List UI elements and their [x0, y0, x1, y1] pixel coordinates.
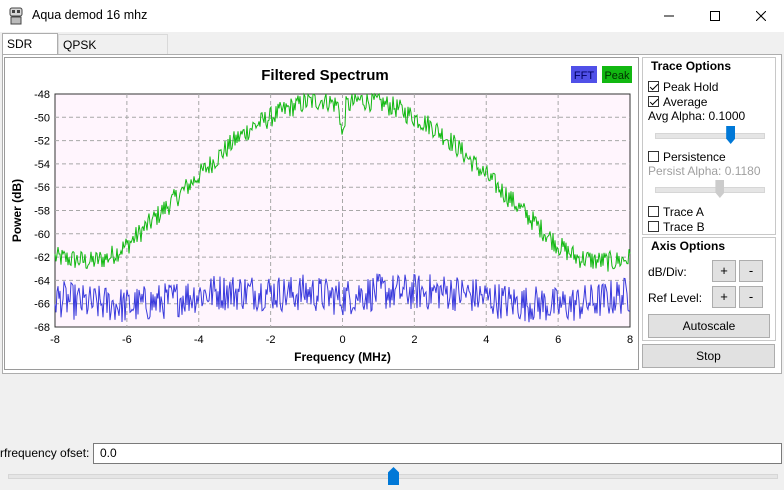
x-tick-label: 0: [339, 334, 345, 346]
x-tick-label: 8: [627, 334, 633, 346]
series-line-fft: [54, 273, 631, 323]
y-tick-label: -60: [34, 229, 50, 241]
legend-swatch-peak: [602, 66, 632, 83]
y-tick-label: -56: [34, 182, 50, 194]
minimize-button[interactable]: [646, 0, 692, 32]
persistence-checkbox[interactable]: Persistence: [648, 149, 726, 164]
axis-options-title: Axis Options: [651, 239, 726, 253]
spectrum-plot[interactable]: -8 -6 -4 -2 0 2 4 6 8 -48 -50 -52 -54 -56 -58 -60 -62 -64…: [4, 57, 639, 370]
frequency-offset-input[interactable]: 0.0: [93, 443, 782, 464]
series-line-peak: [54, 92, 631, 272]
legend-swatch-fft: [571, 66, 597, 83]
peak-hold-checkbox[interactable]: Peak Hold: [648, 79, 718, 94]
tab-qpsk-constellation[interactable]: QPSK Constellation: [58, 34, 168, 72]
trace-options-title: Trace Options: [651, 59, 732, 73]
y-tick-label: -54: [34, 159, 50, 171]
x-tick-label: 4: [483, 334, 489, 346]
ticks-layer: -8 -6 -4 -2 0 2 4 6 8 -48 -50 -52 -54 -56 -58 -60 -62 -64…: [34, 89, 633, 346]
average-check-icon: [648, 96, 659, 107]
maximize-icon: [710, 11, 720, 21]
legend-label-peak: Peak: [604, 70, 630, 82]
y-tick-label: -68: [34, 322, 50, 334]
average-label: Average: [663, 94, 708, 109]
legend-label-fft: FFT: [574, 70, 594, 82]
spectrum-chart: -8 -6 -4 -2 0 2 4 6 8 -48 -50 -52 -54 -56 -58 -60 -62 -64…: [10, 66, 633, 364]
title-bar: Aqua demod 16 mhz: [0, 0, 784, 32]
persist-alpha-slider-thumb[interactable]: [715, 180, 725, 198]
chart-legend: FFT Peak: [571, 66, 632, 83]
frequency-offset-slider-thumb[interactable]: [388, 467, 399, 485]
frequency-offset-label: rfrequency ofset:: [0, 446, 90, 460]
avg-alpha-slider-thumb[interactable]: [726, 126, 736, 144]
ref-level-plus-button[interactable]: +: [712, 286, 736, 308]
persistence-check-icon: [648, 151, 659, 162]
trace-b-check-icon: [648, 221, 659, 232]
ref-level-label: Ref Level:: [648, 291, 703, 305]
y-tick-label: -48: [34, 89, 50, 101]
y-tick-label: -58: [34, 206, 50, 218]
x-tick-label: 6: [555, 334, 561, 346]
x-tick-label: -6: [122, 334, 132, 346]
window-title: Aqua demod 16 mhz: [32, 8, 148, 22]
close-icon: [756, 11, 766, 21]
db-div-plus-button[interactable]: +: [712, 260, 736, 282]
db-div-minus-button[interactable]: -: [739, 260, 763, 282]
trace-a-check-icon: [648, 206, 659, 217]
frequency-offset-slider[interactable]: [8, 467, 778, 485]
trace-b-label: Trace B: [663, 219, 705, 234]
ref-level-minus-button[interactable]: -: [739, 286, 763, 308]
x-tick-label: -8: [50, 334, 60, 346]
y-axis-label: Power (dB): [10, 179, 24, 242]
y-tick-label: -50: [34, 112, 50, 124]
maximize-button[interactable]: [692, 0, 738, 32]
x-tick-label: 2: [411, 334, 417, 346]
x-tick-label: -4: [194, 334, 204, 346]
chart-title: Filtered Spectrum: [261, 67, 389, 84]
trace-a-checkbox[interactable]: Trace A: [648, 204, 704, 219]
y-tick-label: -52: [34, 136, 50, 148]
persistence-label: Persistence: [663, 149, 726, 164]
db-div-label: dB/Div:: [648, 265, 687, 279]
trace-a-label: Trace A: [663, 204, 704, 219]
close-button[interactable]: [738, 0, 784, 32]
axis-options-group: Axis Options dB/Div: + - Ref Level: + - …: [642, 237, 776, 341]
persist-alpha-slider[interactable]: [655, 180, 765, 198]
autoscale-button[interactable]: Autoscale: [648, 314, 770, 338]
x-axis-label: Frequency (MHz): [294, 350, 391, 364]
average-checkbox[interactable]: Average: [648, 94, 707, 109]
trace-options-group: Trace Options Peak Hold Average Avg Alph…: [642, 57, 776, 235]
y-tick-label: -66: [34, 299, 50, 311]
minimize-icon: [664, 15, 674, 17]
stop-button[interactable]: Stop: [642, 344, 775, 368]
avg-alpha-slider[interactable]: [655, 126, 765, 144]
x-tick-label: -2: [266, 334, 276, 346]
tab-sdr-fft[interactable]: SDR FFT: [2, 33, 58, 71]
avg-alpha-label: Avg Alpha: 0.1000: [648, 109, 746, 123]
peak-hold-check-icon: [648, 81, 659, 92]
peak-hold-label: Peak Hold: [663, 79, 719, 94]
persist-alpha-label: Persist Alpha: 0.1180: [648, 164, 761, 178]
series-layer: [54, 92, 631, 323]
tab-bar: SDR FFT QPSK Constellation: [0, 33, 784, 72]
y-tick-label: -62: [34, 252, 50, 264]
trace-b-checkbox[interactable]: Trace B: [648, 219, 705, 234]
app-icon: [8, 7, 24, 25]
y-tick-label: -64: [34, 275, 50, 287]
